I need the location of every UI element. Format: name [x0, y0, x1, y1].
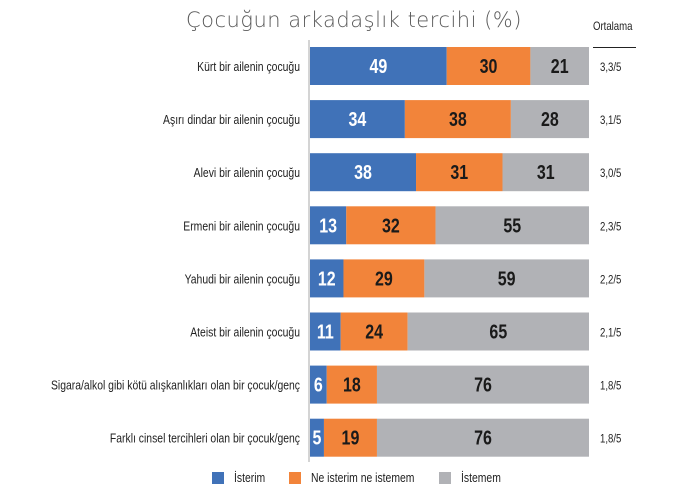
data-label: 29 [375, 268, 393, 290]
bar-segment [502, 153, 589, 192]
bar-segment [326, 365, 377, 404]
legend-item-0: İsterim [212, 470, 273, 485]
category-label: Ateist bir ailenin çocuğu [190, 325, 300, 339]
bar-segment [310, 47, 447, 85]
bar-segment [310, 259, 344, 298]
average-value: 2,2/5 [600, 273, 621, 286]
data-label: 11 [317, 321, 334, 343]
legend-swatch-1 [289, 471, 301, 484]
average-value: 1,8/5 [600, 433, 621, 446]
average-value: 2,3/5 [600, 220, 621, 233]
data-label: 30 [480, 55, 498, 77]
legend-swatch-2 [439, 471, 451, 484]
bar-segment [510, 100, 589, 139]
data-label: 38 [354, 162, 372, 184]
bar-segment [376, 365, 589, 404]
data-label: 12 [318, 268, 336, 290]
legend-item-1: Ne isterim ne istemem [289, 470, 440, 485]
category-label: Farklı cinsel tercihleri olan bir çocuk/… [110, 432, 300, 446]
data-label: 28 [541, 108, 559, 130]
average-value: 3,0/5 [600, 167, 621, 180]
data-label: 34 [349, 108, 367, 130]
data-label: 6 [314, 374, 323, 396]
bar-segment [435, 206, 589, 245]
bar-segment [310, 365, 327, 404]
category-label: Alevi bir ailenin çocuğu [194, 166, 300, 180]
bar-segment [310, 312, 341, 351]
bar-segment [346, 206, 436, 245]
category-label: Aşırı dindar bir ailenin çocuğu [163, 113, 300, 127]
data-label: 59 [498, 268, 516, 290]
average-header: Ortalama [593, 19, 633, 33]
legend-label-2: İstemem [461, 470, 501, 485]
bar-segment [310, 153, 417, 192]
data-label: 76 [474, 427, 492, 449]
average-value: 3,1/5 [600, 114, 621, 127]
data-label: 21 [551, 55, 569, 77]
data-label: 31 [450, 162, 468, 184]
bar-segment [310, 418, 324, 457]
average-value: 3,3/5 [600, 61, 621, 74]
bar-segment [376, 418, 589, 457]
average-value: 2,1/5 [600, 327, 621, 340]
data-label: 5 [313, 427, 322, 449]
bar-segment [343, 259, 425, 298]
bar-segment [416, 153, 503, 192]
data-label: 76 [474, 374, 492, 396]
data-label: 55 [503, 215, 521, 237]
bar-segment [404, 100, 511, 139]
category-label: Ermeni bir ailenin çocuğu [183, 219, 300, 233]
bar-segment [424, 259, 589, 298]
average-value: 1,8/5 [600, 380, 621, 393]
legend-label-1: Ne isterim ne istemem [311, 470, 415, 485]
data-label: 13 [319, 215, 337, 237]
bar-segment [530, 47, 589, 85]
bar-segment [323, 418, 377, 457]
data-label: 49 [369, 55, 387, 77]
data-label: 18 [343, 374, 361, 396]
bar-segment [340, 312, 408, 351]
data-label: 24 [365, 321, 383, 343]
data-label: 38 [449, 108, 467, 130]
bar-segment [446, 47, 531, 85]
data-label: 65 [489, 321, 507, 343]
data-label: 32 [382, 215, 400, 237]
average-header-underline [593, 47, 636, 48]
data-label: 19 [342, 427, 360, 449]
data-label: 31 [537, 162, 555, 184]
chart-title: Çocuğun arkadaşlık tercihi (%) [186, 8, 522, 32]
legend-label-0: İsterim [234, 470, 266, 485]
category-label: Yahudi bir ailenin çocuğu [185, 272, 300, 286]
legend-item-2: İstemem [439, 470, 511, 485]
category-label: Kürt bir ailenin çocuğu [197, 60, 300, 74]
bar-segment [310, 100, 405, 139]
category-label: Sigara/alkol gibi kötü alışkanlıkları ol… [51, 379, 300, 393]
bar-segment [407, 312, 589, 351]
bar-segment [310, 206, 347, 245]
legend-swatch-0 [212, 471, 224, 484]
